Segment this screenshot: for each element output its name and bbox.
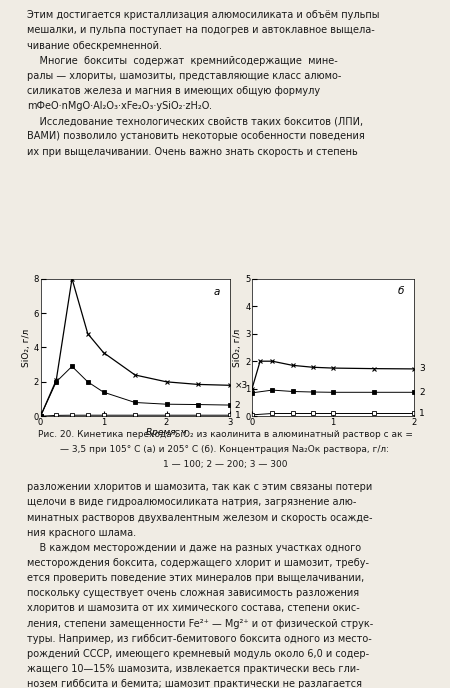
Text: ВАМИ) позволило установить некоторые особенности поведения: ВАМИ) позволило установить некоторые осо… — [27, 131, 365, 142]
Text: 3: 3 — [419, 365, 425, 374]
Text: 2: 2 — [419, 388, 424, 397]
Text: месторождения боксита, содержащего хлорит и шамозит, требу-: месторождения боксита, содержащего хлори… — [27, 558, 369, 568]
Text: жащего 10—15% шамозита, извлекается практически весь гли-: жащего 10—15% шамозита, извлекается прак… — [27, 664, 360, 674]
Text: поскольку существует очень сложная зависимость разложения: поскольку существует очень сложная завис… — [27, 588, 359, 599]
Text: силикатов железа и магния в имеющих общую формулу: силикатов железа и магния в имеющих общу… — [27, 86, 320, 96]
Text: б: б — [398, 286, 404, 297]
Text: mФeO·nМgО·Al₂O₃·xFe₂O₃·ySiO₂·zH₂O.: mФeO·nМgО·Al₂O₃·xFe₂O₃·ySiO₂·zH₂O. — [27, 101, 212, 111]
Text: 2: 2 — [234, 400, 240, 409]
Text: 1: 1 — [419, 409, 425, 418]
Text: 1: 1 — [234, 411, 240, 420]
Text: чивание обескремненной.: чивание обескремненной. — [27, 41, 162, 51]
Text: ления, степени замещенности Fe²⁺ — Mg²⁺ и от физической струк-: ления, степени замещенности Fe²⁺ — Mg²⁺ … — [27, 619, 373, 629]
Text: туры. Например, из гиббсит-бемитового боксита одного из место-: туры. Например, из гиббсит-бемитового бо… — [27, 634, 372, 644]
Text: рождений СССР, имеющего кремневый модуль около 6,0 и содер-: рождений СССР, имеющего кремневый модуль… — [27, 649, 369, 659]
Y-axis label: SiO₂, г/л: SiO₂, г/л — [234, 328, 243, 367]
Text: Время, ч: Время, ч — [146, 428, 187, 437]
Text: Исследование технологических свойств таких бокситов (ЛПИ,: Исследование технологических свойств так… — [27, 116, 363, 127]
Text: нозем гиббсита и бемита; шамозит практически не разлагается: нозем гиббсита и бемита; шамозит практич… — [27, 679, 362, 688]
Text: минатных растворов двухвалентным железом и скорость осажде-: минатных растворов двухвалентным железом… — [27, 513, 373, 523]
Text: мешалки, и пульпа поступает на подогрев и автоклавное выщела-: мешалки, и пульпа поступает на подогрев … — [27, 25, 375, 36]
Text: щелочи в виде гидроалюмосиликата натрия, загрязнение алю-: щелочи в виде гидроалюмосиликата натрия,… — [27, 497, 356, 508]
Text: разложении хлоритов и шамозита, так как с этим связаны потери: разложении хлоритов и шамозита, так как … — [27, 482, 372, 493]
Text: хлоритов и шамозита от их химического состава, степени окис-: хлоритов и шамозита от их химического со… — [27, 603, 360, 614]
Text: ется проверить поведение этих минералов при выщелачивании,: ется проверить поведение этих минералов … — [27, 573, 364, 583]
Text: Этим достигается кристаллизация алюмосиликата и объём пульпы: Этим достигается кристаллизация алюмосил… — [27, 10, 379, 21]
Y-axis label: SiO₂, г/л: SiO₂, г/л — [22, 328, 31, 367]
Text: ралы — хлориты, шамозиты, представляющие класс алюмо-: ралы — хлориты, шамозиты, представляющие… — [27, 71, 342, 81]
Text: Рис. 20. Кинетика перехода SiO₂ из каолинита в алюминатный раствор с ак =: Рис. 20. Кинетика перехода SiO₂ из каоли… — [37, 430, 413, 439]
Text: Многие  бокситы  содержат  кремнийсодержащие  мине-: Многие бокситы содержат кремнийсодержащи… — [27, 56, 338, 66]
Text: В каждом месторождении и даже на разных участках одного: В каждом месторождении и даже на разных … — [27, 543, 361, 553]
Text: а: а — [214, 288, 220, 297]
Text: ×3: ×3 — [234, 380, 248, 390]
Text: — 3,5 при 105° С (а) и 205° С (б). Концентрация Na₂Oк раствора, г/л:: — 3,5 при 105° С (а) и 205° С (б). Конце… — [60, 445, 390, 454]
Text: ния красного шлама.: ния красного шлама. — [27, 528, 136, 538]
Text: их при выщелачивании. Очень важно знать скорость и степень: их при выщелачивании. Очень важно знать … — [27, 147, 358, 157]
Text: 1 — 100; 2 — 200; 3 — 300: 1 — 100; 2 — 200; 3 — 300 — [163, 460, 287, 469]
